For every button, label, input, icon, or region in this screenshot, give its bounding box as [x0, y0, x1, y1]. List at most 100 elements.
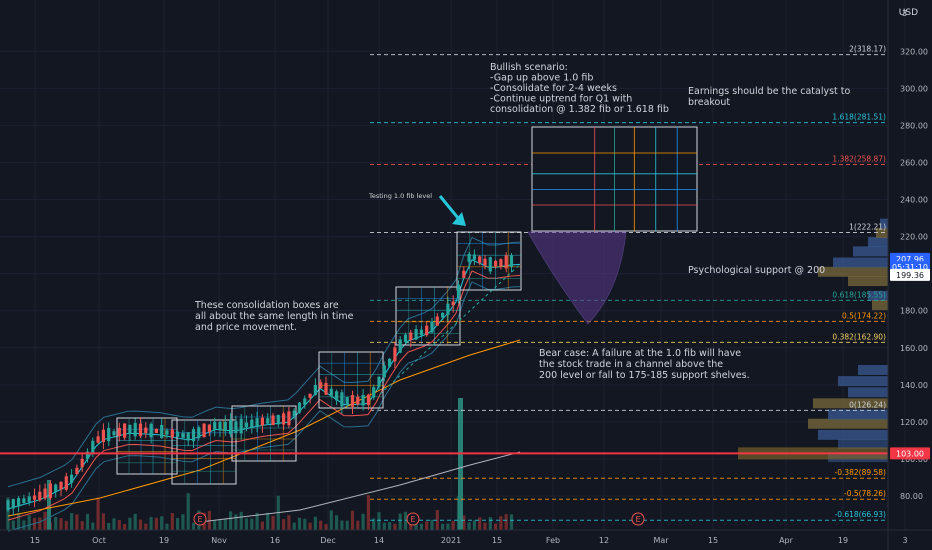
- time-tick-label: 3: [902, 536, 907, 545]
- volume-profile-bar: [868, 237, 888, 248]
- currency-label[interactable]: USD: [899, 8, 918, 18]
- candle-body: [160, 424, 164, 438]
- candle-body: [138, 423, 143, 437]
- candle-body: [335, 391, 339, 401]
- volume-bar: [297, 517, 302, 530]
- candle-body: [54, 484, 58, 492]
- price-tick-label: 160.00: [900, 344, 928, 353]
- volume-bar: [313, 516, 317, 530]
- time-tick-label: Feb: [546, 536, 560, 545]
- candle-body: [176, 431, 180, 438]
- earnings-marker-label: E: [197, 515, 202, 524]
- candle-body: [361, 394, 365, 406]
- consolidation-box: [395, 286, 461, 346]
- earnings-marker[interactable]: E: [406, 512, 420, 526]
- time-tick-label: Nov: [211, 536, 227, 545]
- candle-body: [356, 396, 360, 405]
- corner-label: 3: [902, 9, 907, 18]
- candle-body: [191, 429, 196, 442]
- candle-body: [366, 394, 370, 405]
- annotation-support-line[interactable]: Psychological support @ 200: [688, 265, 825, 276]
- candle-body: [75, 467, 79, 475]
- volume-bar: [11, 520, 15, 530]
- volume-bar: [107, 523, 111, 530]
- annotation-boxes-line[interactable]: and price movement.: [195, 322, 297, 333]
- candle-body: [213, 421, 217, 430]
- price-tick-label: 140.00: [900, 381, 928, 390]
- candle-body: [218, 421, 222, 431]
- annotation-boxes-line[interactable]: These consolidation boxes are: [194, 300, 339, 311]
- candle-body: [504, 255, 508, 269]
- annotation-bear-line[interactable]: 200 level or fall to 175-185 support she…: [539, 370, 750, 381]
- annotation-bull-line[interactable]: Bullish scenario:: [490, 62, 568, 73]
- candle-body: [43, 488, 47, 499]
- candle-body: [22, 498, 26, 503]
- volume-bar: [101, 513, 105, 530]
- annotation-bull-line[interactable]: -Continue uptrend for Q1 with: [490, 94, 632, 105]
- annotation-boxes-line[interactable]: all about the same length in time: [195, 311, 354, 322]
- candle-body: [393, 347, 397, 362]
- candle-body: [456, 284, 461, 297]
- earnings-marker[interactable]: E: [193, 512, 207, 526]
- volume-bar: [340, 520, 344, 530]
- time-axis[interactable]: 15 Oct 19 Nov 16 Dec 14 2021 15 Feb 12 Mar 15 Apr 19 3: [0, 529, 932, 545]
- candle-body: [282, 413, 286, 425]
- candle-body: [425, 325, 429, 336]
- annotation-testing-line[interactable]: Testing 1.0 fib level: [368, 192, 432, 200]
- fib-retracement[interactable]: 2(318.17) 1.618(281.51) 1.382(258.87) 1(222…: [370, 45, 888, 521]
- trend-line: [379, 264, 521, 395]
- annotations[interactable]: Bullish scenario:-Gap up above 1.0 fib-C…: [194, 62, 851, 395]
- candle-body: [117, 427, 121, 436]
- price-tick-label: 100.00: [900, 455, 928, 464]
- candle-body: [409, 332, 413, 341]
- volume-bar: [260, 521, 264, 530]
- candle-body: [419, 329, 423, 336]
- candle-body: [319, 382, 323, 389]
- candle-body: [297, 402, 302, 413]
- volume-bar: [223, 518, 227, 530]
- volume-profile-bar: [880, 218, 888, 229]
- candle-body: [80, 458, 84, 468]
- time-tick-label: 14: [374, 536, 384, 545]
- volume-bar: [250, 518, 254, 530]
- bear-projection-cone[interactable]: [527, 231, 627, 325]
- volume-profile-bar: [808, 418, 888, 429]
- volume-bar: [255, 512, 259, 530]
- volume-bar: [191, 522, 196, 530]
- annotation-bull-line[interactable]: -Consolidate for 2-4 weeks: [490, 83, 617, 94]
- earnings-marker[interactable]: E: [631, 512, 645, 526]
- volume-bar: [350, 510, 355, 530]
- time-tick-label: 2021: [441, 536, 461, 545]
- candle-body: [96, 436, 100, 443]
- earnings-marker-circle: [193, 512, 207, 526]
- box-frame: [116, 417, 178, 475]
- candle-body: [313, 385, 317, 395]
- volume-bar: [239, 511, 243, 530]
- candle-body: [494, 260, 498, 267]
- volume-bar: [43, 511, 47, 530]
- candle-body: [377, 376, 381, 387]
- volume-profile-bar: [818, 266, 888, 277]
- volume-bar: [181, 514, 185, 530]
- annotation-bull-line[interactable]: consolidation @ 1.382 fib or 1.618 fib: [490, 104, 669, 115]
- annotation-earnings-line[interactable]: breakout: [688, 97, 730, 108]
- volume-bar: [234, 514, 238, 530]
- volume-bar: [54, 517, 58, 530]
- time-tick-label: Mar: [653, 536, 669, 545]
- price-axis[interactable]: 80.00100.00120.00140.00160.00180.00200.0…: [887, 0, 928, 550]
- bull-projection-box[interactable]: [531, 126, 698, 232]
- annotation-bull-line[interactable]: -Gap up above 1.0 fib: [490, 73, 593, 84]
- volume-bar: [308, 522, 312, 530]
- volume-bar: [85, 513, 90, 530]
- annotation-earnings-line[interactable]: Earnings should be the catalyst to: [688, 86, 851, 97]
- annotation-bear-line[interactable]: the stock trade in a channel above the: [539, 359, 723, 370]
- price-label: 103.00: [890, 447, 930, 460]
- volume-bar: [393, 523, 397, 530]
- volume-profile-bar: [872, 300, 888, 311]
- annotation-bear-line[interactable]: Bear case: A failure at the 1.0 fib will…: [539, 348, 741, 359]
- candle-body: [123, 423, 127, 438]
- volume-bars: [6, 398, 514, 530]
- volume-bar: [329, 510, 333, 530]
